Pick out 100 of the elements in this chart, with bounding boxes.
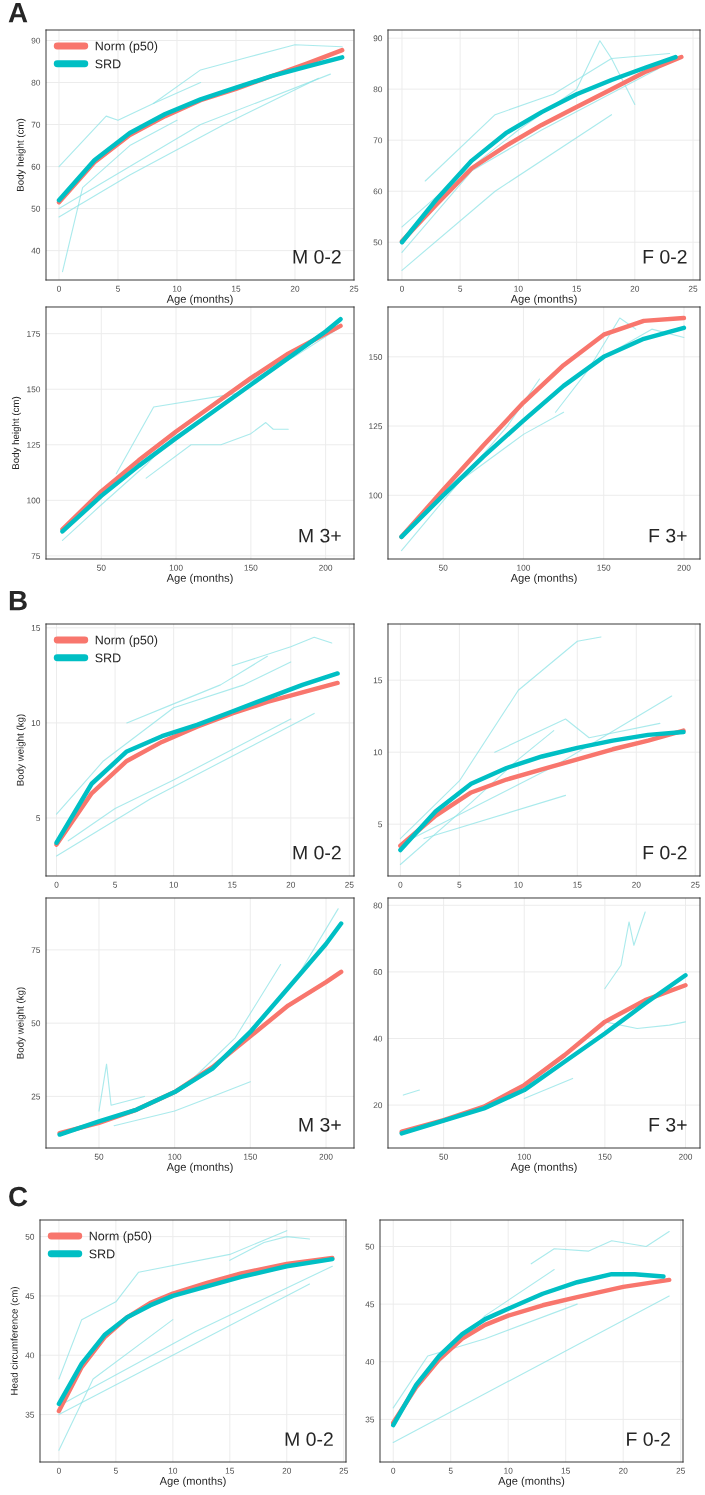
- y-tick-label: 50: [31, 1020, 41, 1027]
- x-tick-label: 100: [169, 564, 183, 571]
- x-tick-label: 10: [514, 881, 523, 888]
- y-tick-label: 70: [31, 121, 41, 128]
- y-tick-label: 150: [369, 354, 383, 360]
- annotation: F 0-2: [627, 1432, 670, 1447]
- x-tick-label: 0: [398, 881, 403, 888]
- x-tick-label: 25: [688, 285, 698, 292]
- y-tick-label: 50: [373, 239, 383, 246]
- x-tick-label: 20: [632, 881, 641, 888]
- y-tick-label: 50: [365, 1243, 375, 1250]
- y-tick-label: 40: [373, 1035, 383, 1042]
- x-tick-label: 50: [439, 1153, 448, 1160]
- x-tick-label: 10: [504, 1467, 513, 1474]
- chart-title: A: [8, 3, 28, 23]
- x-tick-label: 50: [438, 564, 448, 571]
- y-axis-title: Body weight (kg): [16, 714, 26, 786]
- annotation: F 3+: [649, 1117, 687, 1132]
- y-tick-label: 15: [31, 625, 41, 631]
- x-tick-label: 50: [97, 564, 106, 571]
- x-tick-label: 0: [56, 1467, 61, 1474]
- x-tick-label: 150: [598, 1153, 612, 1160]
- x-axis-title: Age (months): [166, 573, 233, 585]
- x-tick-label: 50: [94, 1153, 104, 1160]
- x-tick-label: 15: [573, 881, 582, 888]
- y-tick-label: 175: [27, 330, 41, 337]
- x-tick-label: 0: [399, 285, 404, 292]
- y-tick-label: 15: [373, 677, 383, 684]
- y-tick-label: 35: [25, 1411, 35, 1418]
- y-tick-label: 70: [373, 137, 383, 144]
- x-tick-label: 200: [678, 1153, 693, 1160]
- x-tick-label: 150: [244, 1153, 257, 1160]
- x-tick-label: 5: [113, 1467, 118, 1474]
- legend-label: Norm (p50): [95, 635, 158, 647]
- x-tick-label: 25: [349, 285, 359, 292]
- x-tick-label: 150: [244, 564, 258, 571]
- x-axis-title: Age (months): [166, 294, 233, 306]
- x-tick-label: 200: [319, 564, 333, 571]
- x-tick-label: 20: [290, 285, 300, 292]
- y-tick-label: 125: [27, 441, 41, 448]
- x-tick-label: 5: [113, 881, 118, 888]
- x-tick-label: 0: [54, 881, 59, 888]
- x-axis-title: Age (months): [159, 1476, 226, 1488]
- x-tick-label: 150: [597, 564, 611, 571]
- annotation: M 0-2: [285, 1432, 333, 1447]
- y-tick-label: 50: [25, 1233, 35, 1240]
- x-tick-label: 25: [339, 1467, 349, 1474]
- x-tick-label: 20: [630, 285, 640, 292]
- y-tick-label: 150: [27, 386, 41, 393]
- x-tick-label: 100: [517, 1153, 531, 1160]
- y-tick-label: 60: [373, 969, 383, 975]
- y-tick-label: 100: [369, 492, 383, 499]
- y-tick-label: 5: [36, 815, 41, 822]
- x-tick-label: 5: [457, 881, 462, 888]
- y-tick-label: 50: [31, 205, 41, 212]
- x-tick-label: 15: [225, 1467, 235, 1474]
- x-tick-label: 20: [286, 881, 296, 888]
- x-tick-label: 25: [691, 881, 700, 888]
- y-tick-label: 100: [27, 497, 41, 504]
- x-tick-label: 5: [116, 285, 120, 292]
- y-tick-label: 80: [31, 79, 41, 86]
- x-tick-label: 0: [56, 285, 61, 292]
- y-tick-label: 25: [31, 1093, 41, 1100]
- x-tick-label: 10: [172, 285, 182, 292]
- x-axis-title: Age (months): [510, 573, 577, 585]
- y-tick-label: 40: [31, 247, 41, 254]
- x-tick-label: 25: [676, 1467, 685, 1474]
- y-tick-label: 45: [25, 1293, 35, 1300]
- x-tick-label: 15: [231, 285, 241, 292]
- x-tick-label: 20: [282, 1467, 292, 1474]
- x-tick-label: 10: [169, 881, 178, 888]
- annotation: F 3+: [649, 528, 687, 543]
- y-axis-title: Body weight (kg): [16, 987, 26, 1059]
- y-tick-label: 75: [31, 553, 41, 559]
- legend-label: SRD: [95, 59, 121, 69]
- x-axis-title: Age (months): [498, 1476, 565, 1488]
- x-tick-label: 15: [572, 285, 581, 292]
- x-tick-label: 5: [448, 1467, 453, 1474]
- annotation: F 0-2: [643, 249, 687, 264]
- y-tick-label: 125: [369, 423, 383, 430]
- y-axis-title: Body height (cm): [11, 396, 21, 469]
- y-tick-label: 45: [365, 1301, 375, 1308]
- legend-label: SRD: [95, 653, 121, 663]
- x-tick-label: 15: [228, 881, 237, 888]
- x-tick-label: 200: [319, 1153, 333, 1160]
- x-axis-title: Age (months): [166, 1162, 233, 1174]
- chart-title: B: [9, 591, 27, 611]
- y-tick-label: 80: [373, 86, 383, 93]
- y-tick-label: 10: [373, 749, 383, 756]
- y-axis-title: Head circumference (cm): [10, 1287, 20, 1395]
- legend-label: SRD: [89, 1249, 115, 1259]
- annotation: M 3+: [299, 528, 341, 543]
- y-axis-title: Body height (cm): [16, 118, 26, 191]
- x-tick-label: 100: [517, 564, 531, 571]
- legend-label: Norm (p50): [95, 41, 158, 53]
- x-tick-label: 15: [561, 1467, 570, 1474]
- y-tick-label: 90: [31, 37, 41, 44]
- y-tick-label: 40: [25, 1352, 35, 1359]
- x-tick-label: 0: [391, 1467, 396, 1474]
- x-tick-label: 10: [514, 285, 523, 292]
